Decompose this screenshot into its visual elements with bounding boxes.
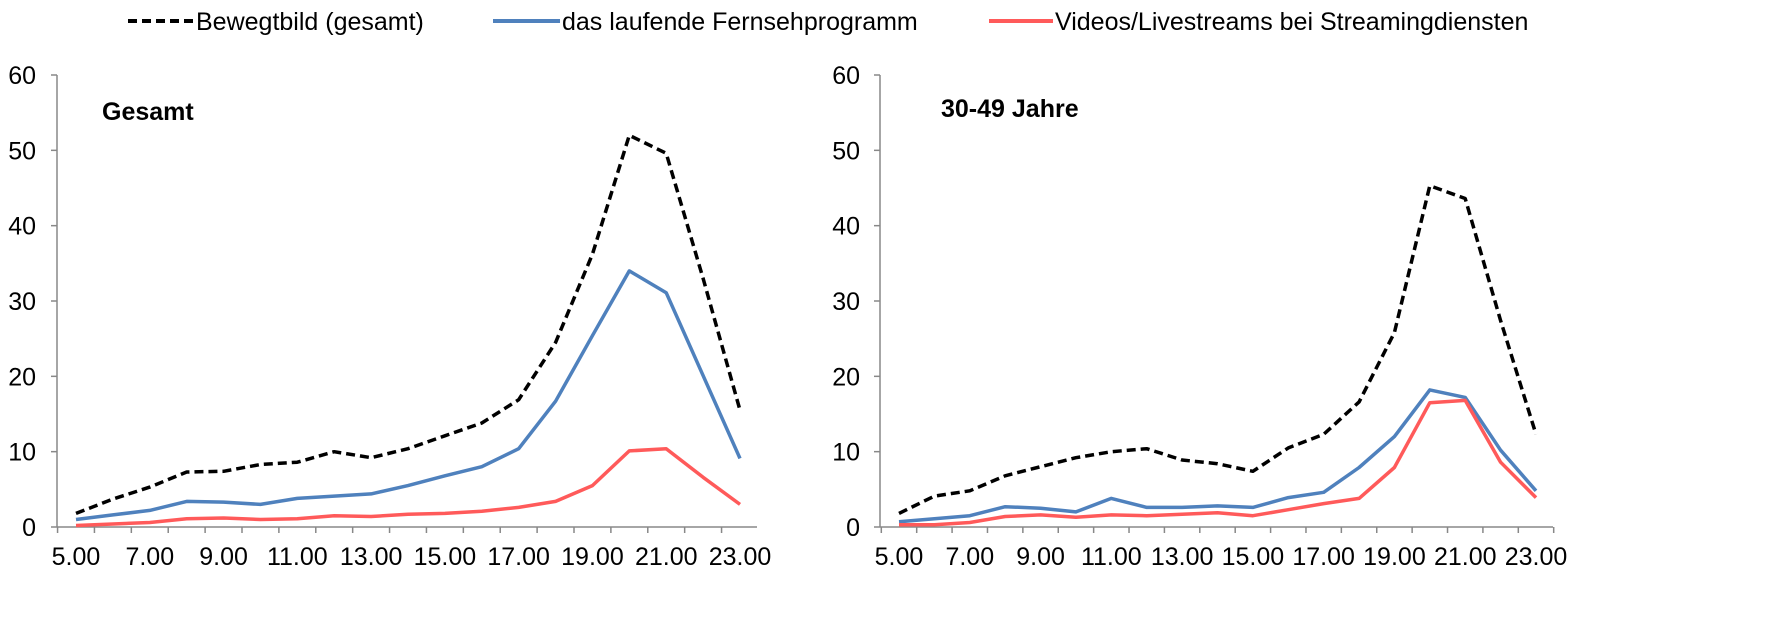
legend-label: das laufende Fernsehprogramm	[562, 8, 918, 36]
y-tick-label: 30	[832, 288, 860, 316]
legend-label: Bewegtbild (gesamt)	[196, 8, 424, 36]
y-tick-label: 0	[22, 514, 36, 542]
x-tick-label: 21.00	[1434, 543, 1497, 571]
x-tick-label: 19.00	[561, 543, 624, 571]
y-tick-label: 50	[8, 137, 36, 165]
x-tick-label: 9.00	[199, 543, 248, 571]
y-tick-label: 60	[832, 62, 860, 90]
series-line	[898, 183, 1538, 515]
chart-panel: 0 10 20 30 40 50 60 5.00 7.00 9.00 11.00 13.00 15.00…	[8, 62, 771, 571]
series-line	[75, 269, 742, 522]
x-tick-label: 23.00	[709, 543, 772, 571]
legend-item: das laufende Fernsehprogramm	[493, 8, 918, 36]
y-tick-label: 0	[846, 514, 860, 542]
y-tick-label: 10	[832, 439, 860, 467]
x-tick-label: 17.00	[1292, 543, 1355, 571]
y-tick-label: 40	[832, 213, 860, 241]
x-tick-label: 5.00	[875, 543, 924, 571]
y-tick-label: 40	[8, 213, 36, 241]
panel-title: 30-49 Jahre	[941, 95, 1079, 123]
x-tick-label: 7.00	[945, 543, 994, 571]
x-tick-label: 23.00	[1505, 543, 1568, 571]
panel-title: Gesamt	[102, 98, 194, 126]
x-tick-label: 17.00	[487, 543, 550, 571]
x-tick-label: 15.00	[414, 543, 477, 571]
legend-label: Videos/Livestreams bei Streamingdiensten	[1055, 8, 1528, 36]
x-tick-label: 13.00	[1151, 543, 1214, 571]
x-tick-label: 11.00	[1081, 543, 1142, 571]
series-line	[75, 133, 742, 516]
chart-panel: 0 10 20 30 40 50 60 5.00 7.00 9.00 11.00 13.00 15.00…	[832, 62, 1567, 571]
legend-item: Videos/Livestreams bei Streamingdiensten	[989, 8, 1528, 36]
x-tick-label: 7.00	[125, 543, 174, 571]
x-tick-label: 21.00	[635, 543, 698, 571]
x-tick-label: 15.00	[1222, 543, 1285, 571]
x-tick-label: 13.00	[340, 543, 403, 571]
y-tick-label: 30	[8, 288, 36, 316]
x-tick-label: 19.00	[1363, 543, 1426, 571]
y-tick-label: 10	[8, 439, 36, 467]
x-tick-label: 9.00	[1016, 543, 1065, 571]
series-line	[75, 446, 742, 528]
series-line	[899, 398, 1538, 527]
series-line	[898, 388, 1538, 524]
x-tick-label: 11.00	[267, 543, 328, 571]
y-tick-label: 50	[832, 137, 860, 165]
y-tick-label: 20	[832, 363, 860, 391]
legend-item: Bewegtbild (gesamt)	[128, 8, 424, 36]
y-tick-label: 20	[8, 363, 36, 391]
x-tick-label: 5.00	[52, 543, 101, 571]
y-tick-label: 60	[8, 62, 36, 90]
